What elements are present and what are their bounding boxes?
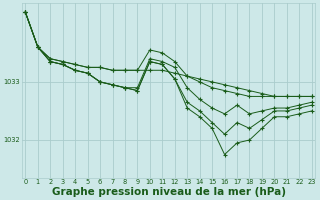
X-axis label: Graphe pression niveau de la mer (hPa): Graphe pression niveau de la mer (hPa) bbox=[52, 187, 285, 197]
